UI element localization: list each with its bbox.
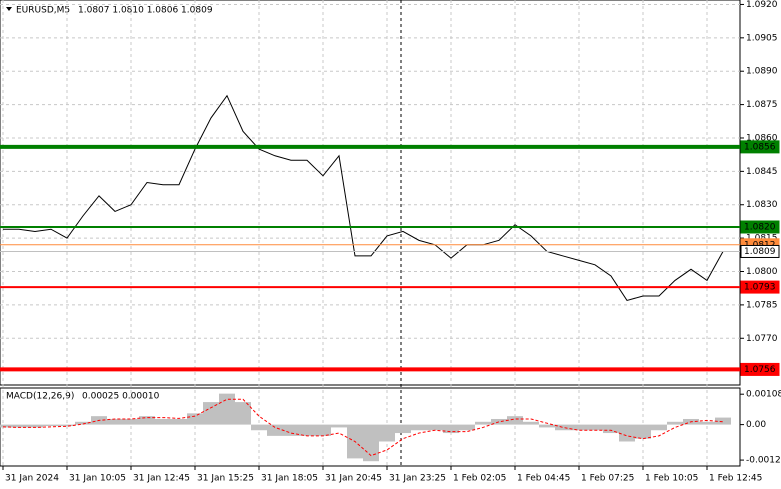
level-label: 1.0793 <box>744 283 776 293</box>
x-tick-label: 31 Jan 12:45 <box>133 474 190 484</box>
histogram-bar <box>315 424 331 436</box>
x-tick-label: 31 Jan 18:05 <box>261 474 318 484</box>
main-frame <box>0 0 741 386</box>
y-tick-label: 0.00 <box>746 420 766 430</box>
histogram-bar <box>59 424 75 427</box>
level-label-box <box>740 140 780 154</box>
histogram-bar <box>507 416 523 425</box>
histogram-bar <box>523 421 539 425</box>
x-tick-label: 31 Jan 10:05 <box>69 474 126 484</box>
histogram-bar <box>283 424 299 436</box>
macd-readout: 0.00025 0.00010 <box>82 392 160 402</box>
macd-frame <box>0 387 741 467</box>
histogram-bar <box>427 424 443 431</box>
x-tick-label: 1 Feb 07:25 <box>581 474 634 484</box>
x-tick-label: 31 Jan 2024 <box>5 474 59 484</box>
x-tick-label: 31 Jan 15:25 <box>197 474 254 484</box>
histogram-bar <box>491 418 507 425</box>
x-tick-label: 1 Feb 02:05 <box>453 474 506 484</box>
y-tick-label: 1.0785 <box>746 300 778 310</box>
histogram-bar <box>411 424 427 431</box>
level-label-box <box>740 244 780 258</box>
histogram-bar <box>155 418 171 425</box>
histogram-bar <box>619 424 635 442</box>
signal-line <box>2 398 724 457</box>
histogram-bar <box>667 421 683 425</box>
level-label: 1.0809 <box>744 247 776 257</box>
histogram-bar <box>299 424 315 436</box>
histogram-bar <box>75 421 91 425</box>
histogram-bar <box>635 424 651 439</box>
histogram-bar <box>459 424 475 431</box>
histogram-bar <box>219 393 235 425</box>
chart-title: EURUSD,M5 <box>16 6 70 16</box>
y-tick-label: 1.0875 <box>746 100 778 110</box>
y-tick-label: 1.0860 <box>746 133 778 143</box>
histogram-bar <box>267 424 283 436</box>
histogram-bar <box>27 424 43 428</box>
x-tick-label: 1 Feb 10:05 <box>645 474 698 484</box>
histogram-bar <box>699 421 715 425</box>
histogram-bar <box>0 424 11 428</box>
histogram-bar <box>603 424 619 434</box>
y-tick-label: 1.0920 <box>746 0 778 10</box>
histogram-bar <box>715 417 731 425</box>
histogram-bar <box>379 424 395 442</box>
ohlc: 1.0807 1.0810 1.0806 1.0809 <box>78 6 213 16</box>
y-tick-label: 1.0890 <box>746 67 778 77</box>
level-label-box <box>740 362 780 376</box>
histogram-bar <box>235 402 251 425</box>
level-label: 1.0820 <box>744 222 776 232</box>
histogram-bar <box>203 402 219 425</box>
histogram-bar <box>139 416 155 425</box>
histogram-bar <box>587 424 603 431</box>
x-tick-label: 1 Feb 12:45 <box>709 474 762 484</box>
histogram-bar <box>571 424 587 431</box>
y-tick-label: 0.00108 <box>746 390 781 400</box>
histogram-bar <box>539 424 555 428</box>
histogram-bar <box>395 424 411 434</box>
histogram-bar <box>123 418 139 425</box>
level-label: 1.0856 <box>744 142 776 152</box>
y-tick-label: 1.0800 <box>746 267 778 277</box>
level-label: 1.0756 <box>744 365 776 375</box>
x-tick-label: 1 Feb 04:45 <box>517 474 570 484</box>
y-tick-label: 1.0905 <box>746 33 778 43</box>
x-tick-label: 31 Jan 20:45 <box>325 474 382 484</box>
x-tick-label: 31 Jan 23:25 <box>389 474 446 484</box>
histogram-bar <box>443 424 459 434</box>
y-tick-label: 1.0830 <box>746 200 778 210</box>
histogram-bar <box>475 421 491 425</box>
macd-title: MACD(12,26,9) <box>6 392 74 402</box>
histogram-bar <box>11 424 27 428</box>
y-tick-label: 1.0845 <box>746 167 778 177</box>
y-tick-label: -0.00126 <box>746 456 781 466</box>
menu-triangle <box>6 7 12 11</box>
histogram-bar <box>651 424 667 431</box>
histogram-bar <box>331 424 347 428</box>
histogram-bar <box>555 424 571 431</box>
level-label-box <box>740 280 780 294</box>
histogram-bar <box>171 418 187 425</box>
histogram-bar <box>43 424 59 427</box>
level-label-box <box>740 220 780 234</box>
price-line <box>3 94 724 302</box>
y-tick-label: 1.0770 <box>746 334 778 344</box>
histogram-bar <box>107 418 123 425</box>
histogram-bar <box>187 413 203 425</box>
histogram-bar <box>251 424 267 431</box>
